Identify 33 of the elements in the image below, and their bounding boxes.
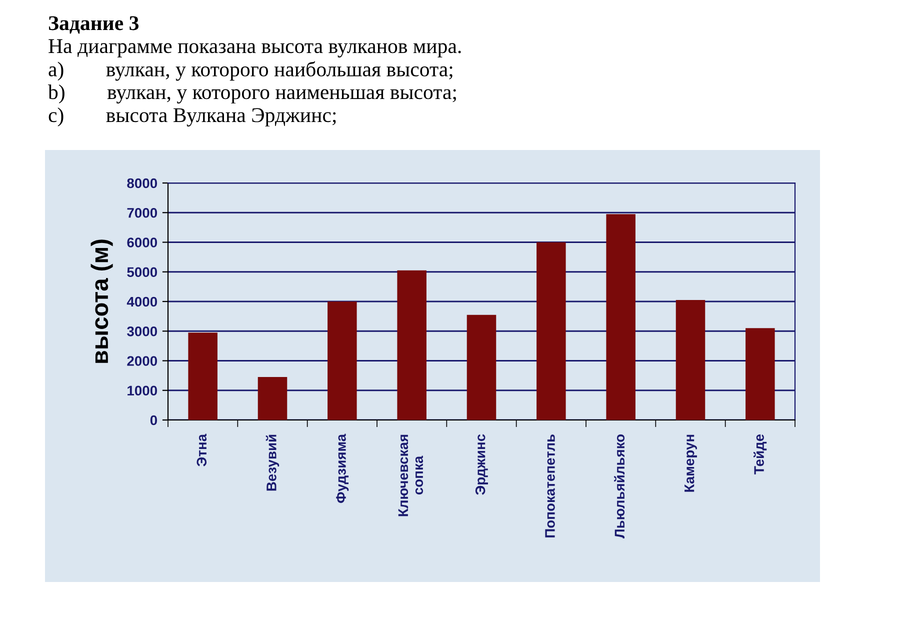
y-tick-label: 3000 (127, 326, 158, 336)
bar (536, 242, 566, 420)
y-axis-title: высота (м) (90, 240, 113, 363)
x-tick-label: Везувий (266, 434, 280, 491)
y-tick-label: 1000 (128, 386, 158, 396)
x-tick-label: Тейде (754, 434, 767, 474)
y-tick-label: 2000 (127, 356, 158, 366)
x-tick-label: Попокатепетль (545, 434, 555, 538)
y-tick-label: 0 (150, 415, 158, 426)
x-tick-label: Камерун (684, 434, 697, 492)
x-tick-label: Ключевская сопка (398, 434, 424, 516)
x-tick-label: Этна (196, 434, 207, 466)
bar (258, 377, 288, 420)
bar (746, 328, 775, 420)
y-tick-label: 8000 (127, 178, 158, 188)
chart-subtitle: На диаграмме показана высота вулканов мира. (48, 39, 461, 58)
x-tick-label: Льюльяйльяко (614, 434, 625, 538)
y-tick-label: 4000 (126, 296, 158, 307)
bar (397, 270, 426, 420)
y-tick-label: 7000 (127, 208, 158, 218)
bar (328, 302, 357, 420)
y-tick-label: 6000 (127, 238, 158, 248)
bar (188, 332, 218, 420)
bar (676, 300, 706, 420)
text: b) вулкан, у которого наименьшая высота; (48, 84, 456, 104)
text: c) высота Вулкана Эрджинс; (48, 108, 336, 126)
bar (466, 314, 496, 420)
bar (606, 214, 636, 420)
x-tick-label: Фудзияма (336, 434, 349, 503)
chart-title: Задание 3 (48, 16, 139, 34)
y-tick-label: 5000 (127, 267, 158, 278)
text: a) вулкан, у которого наибольшая высота; (48, 61, 452, 81)
x-tick-label: Эрджинс (475, 434, 488, 495)
